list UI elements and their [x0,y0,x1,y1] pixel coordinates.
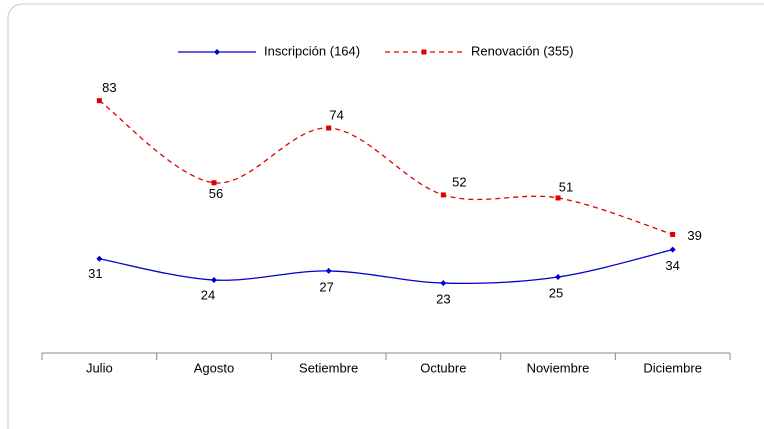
marker [96,255,103,262]
legend-marker [214,49,220,55]
series-line [98,100,673,236]
marker [670,231,676,237]
data-label: 27 [319,279,333,294]
marker [326,125,332,131]
data-label: 52 [452,174,466,189]
legend-label: Renovación (355) [471,43,574,58]
data-label: 25 [549,285,563,300]
data-label: 74 [329,107,343,122]
marker [440,192,446,198]
x-tick-label: Julio [86,360,113,375]
marker [669,246,676,253]
data-label: 83 [102,80,116,95]
x-tick-label: Noviembre [527,360,590,375]
marker [555,274,561,280]
legend-marker [421,49,427,55]
data-label: 51 [559,179,573,194]
data-label: 24 [201,287,215,302]
chart-frame [7,3,764,429]
data-label: 31 [88,266,102,281]
data-label: 39 [687,228,701,243]
marker [555,195,561,201]
x-tick-label: Setiembre [299,360,358,375]
x-tick-label: Diciembre [643,360,702,375]
marker [211,277,217,284]
marker [211,180,217,186]
data-label: 34 [665,258,679,273]
marker [96,98,102,104]
data-label: 56 [209,186,223,201]
marker [440,280,447,287]
marker [325,267,332,274]
x-tick-label: Octubre [420,360,466,375]
data-label: 23 [436,292,450,307]
legend-label: Inscripción (164) [264,43,360,58]
series-line [99,249,673,285]
x-tick-label: Agosto [194,360,234,375]
